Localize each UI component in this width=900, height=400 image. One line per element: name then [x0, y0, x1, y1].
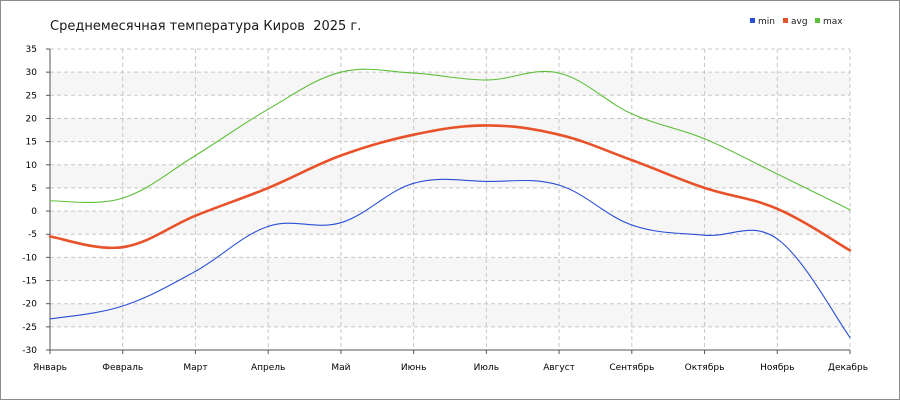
x-tick-label: Сентябрь [609, 363, 654, 373]
data-point-avg [703, 187, 706, 189]
y-tick-label: 25 [26, 91, 37, 101]
grid-band [50, 303, 850, 327]
data-point-avg [485, 124, 487, 127]
data-point-avg [558, 134, 560, 136]
y-tick-label: 20 [26, 114, 38, 124]
chart-title: Среднемесячная температура Киров 2025 г. [50, 19, 362, 34]
y-tick-label: -15 [22, 277, 37, 287]
y-tick-label: 10 [26, 161, 38, 171]
y-tick-label: -10 [22, 253, 37, 263]
data-point-avg [49, 235, 51, 238]
y-tick-label: -20 [22, 300, 37, 310]
grid-band [50, 257, 850, 281]
x-tick-label: Декабрь [828, 363, 868, 373]
data-point-max [849, 209, 851, 211]
data-point-min [558, 184, 560, 186]
x-tick-label: Октябрь [685, 363, 725, 373]
y-tick-label: -25 [22, 323, 37, 333]
y-tick-label: 15 [26, 138, 37, 148]
data-point-max [413, 72, 415, 74]
data-point-max [267, 108, 269, 110]
y-tick-labels: 35 30 25 20 15 10 5 0 -5 -10 -15 -20 -25 -30 [22, 45, 37, 356]
data-point-min [49, 318, 51, 320]
y-tick-label: 35 [26, 45, 37, 55]
grid-band [50, 72, 850, 96]
data-point-min [703, 234, 706, 236]
data-point-min [340, 222, 342, 224]
legend-swatch-max [815, 18, 820, 23]
data-point-min [485, 180, 487, 183]
legend-label-avg: avg [791, 17, 808, 27]
x-tick-labels: Январь Февраль Март Апрель Май Июнь Июль Август… [33, 363, 868, 373]
series-line-max [49, 68, 851, 211]
y-tick-label: -5 [28, 230, 37, 240]
data-point-max [122, 197, 124, 199]
data-point-avg [776, 208, 778, 210]
data-point-min [849, 336, 851, 339]
data-point-max [703, 138, 706, 140]
y-tick-label: 30 [26, 68, 38, 78]
grid-band [50, 211, 850, 235]
data-point-min [122, 305, 124, 307]
grid-band [50, 164, 850, 188]
data-point-avg [631, 159, 633, 161]
series-lines [48, 68, 852, 339]
x-tick-label: Август [543, 363, 575, 373]
x-tick-label: Январь [33, 363, 67, 373]
data-point-avg [122, 246, 124, 248]
data-point-avg [340, 154, 342, 157]
x-tick-label: Июль [474, 363, 499, 373]
legend-swatch-avg [783, 18, 788, 23]
axes [46, 48, 851, 354]
data-point-max [340, 71, 342, 73]
data-point-avg [849, 249, 851, 252]
data-point-min [267, 225, 269, 227]
x-tick-label: Июнь [401, 363, 427, 373]
x-tick-label: Март [183, 363, 207, 373]
legend-swatch-min [750, 18, 755, 23]
data-point-min [776, 238, 778, 240]
x-tick-label: Май [331, 363, 350, 373]
data-point-avg [413, 134, 415, 136]
data-point-min [413, 182, 415, 184]
legend: min avg max [750, 17, 843, 27]
series-line-avg [48, 124, 852, 252]
data-point-min [194, 270, 197, 272]
legend-label-min: min [758, 17, 775, 27]
x-tick-label: Апрель [251, 363, 285, 373]
data-point-avg [267, 187, 269, 189]
data-point-max [485, 79, 487, 81]
data-point-max [776, 173, 778, 175]
data-point-max [194, 154, 197, 157]
data-point-min [631, 224, 633, 226]
data-point-max [558, 72, 560, 74]
x-tick-label: Ноябрь [760, 363, 794, 373]
legend-label-max: max [823, 17, 843, 27]
y-tick-label: 5 [31, 184, 37, 194]
data-point-max [631, 113, 633, 115]
y-tick-label: -30 [22, 346, 37, 356]
plot-bands [50, 72, 850, 327]
x-tick-label: Февраль [102, 363, 143, 373]
data-point-max [49, 200, 51, 202]
y-tick-label: 0 [31, 207, 37, 217]
grid-band [50, 118, 850, 142]
grid-lines [50, 48, 851, 351]
data-point-avg [194, 215, 197, 217]
